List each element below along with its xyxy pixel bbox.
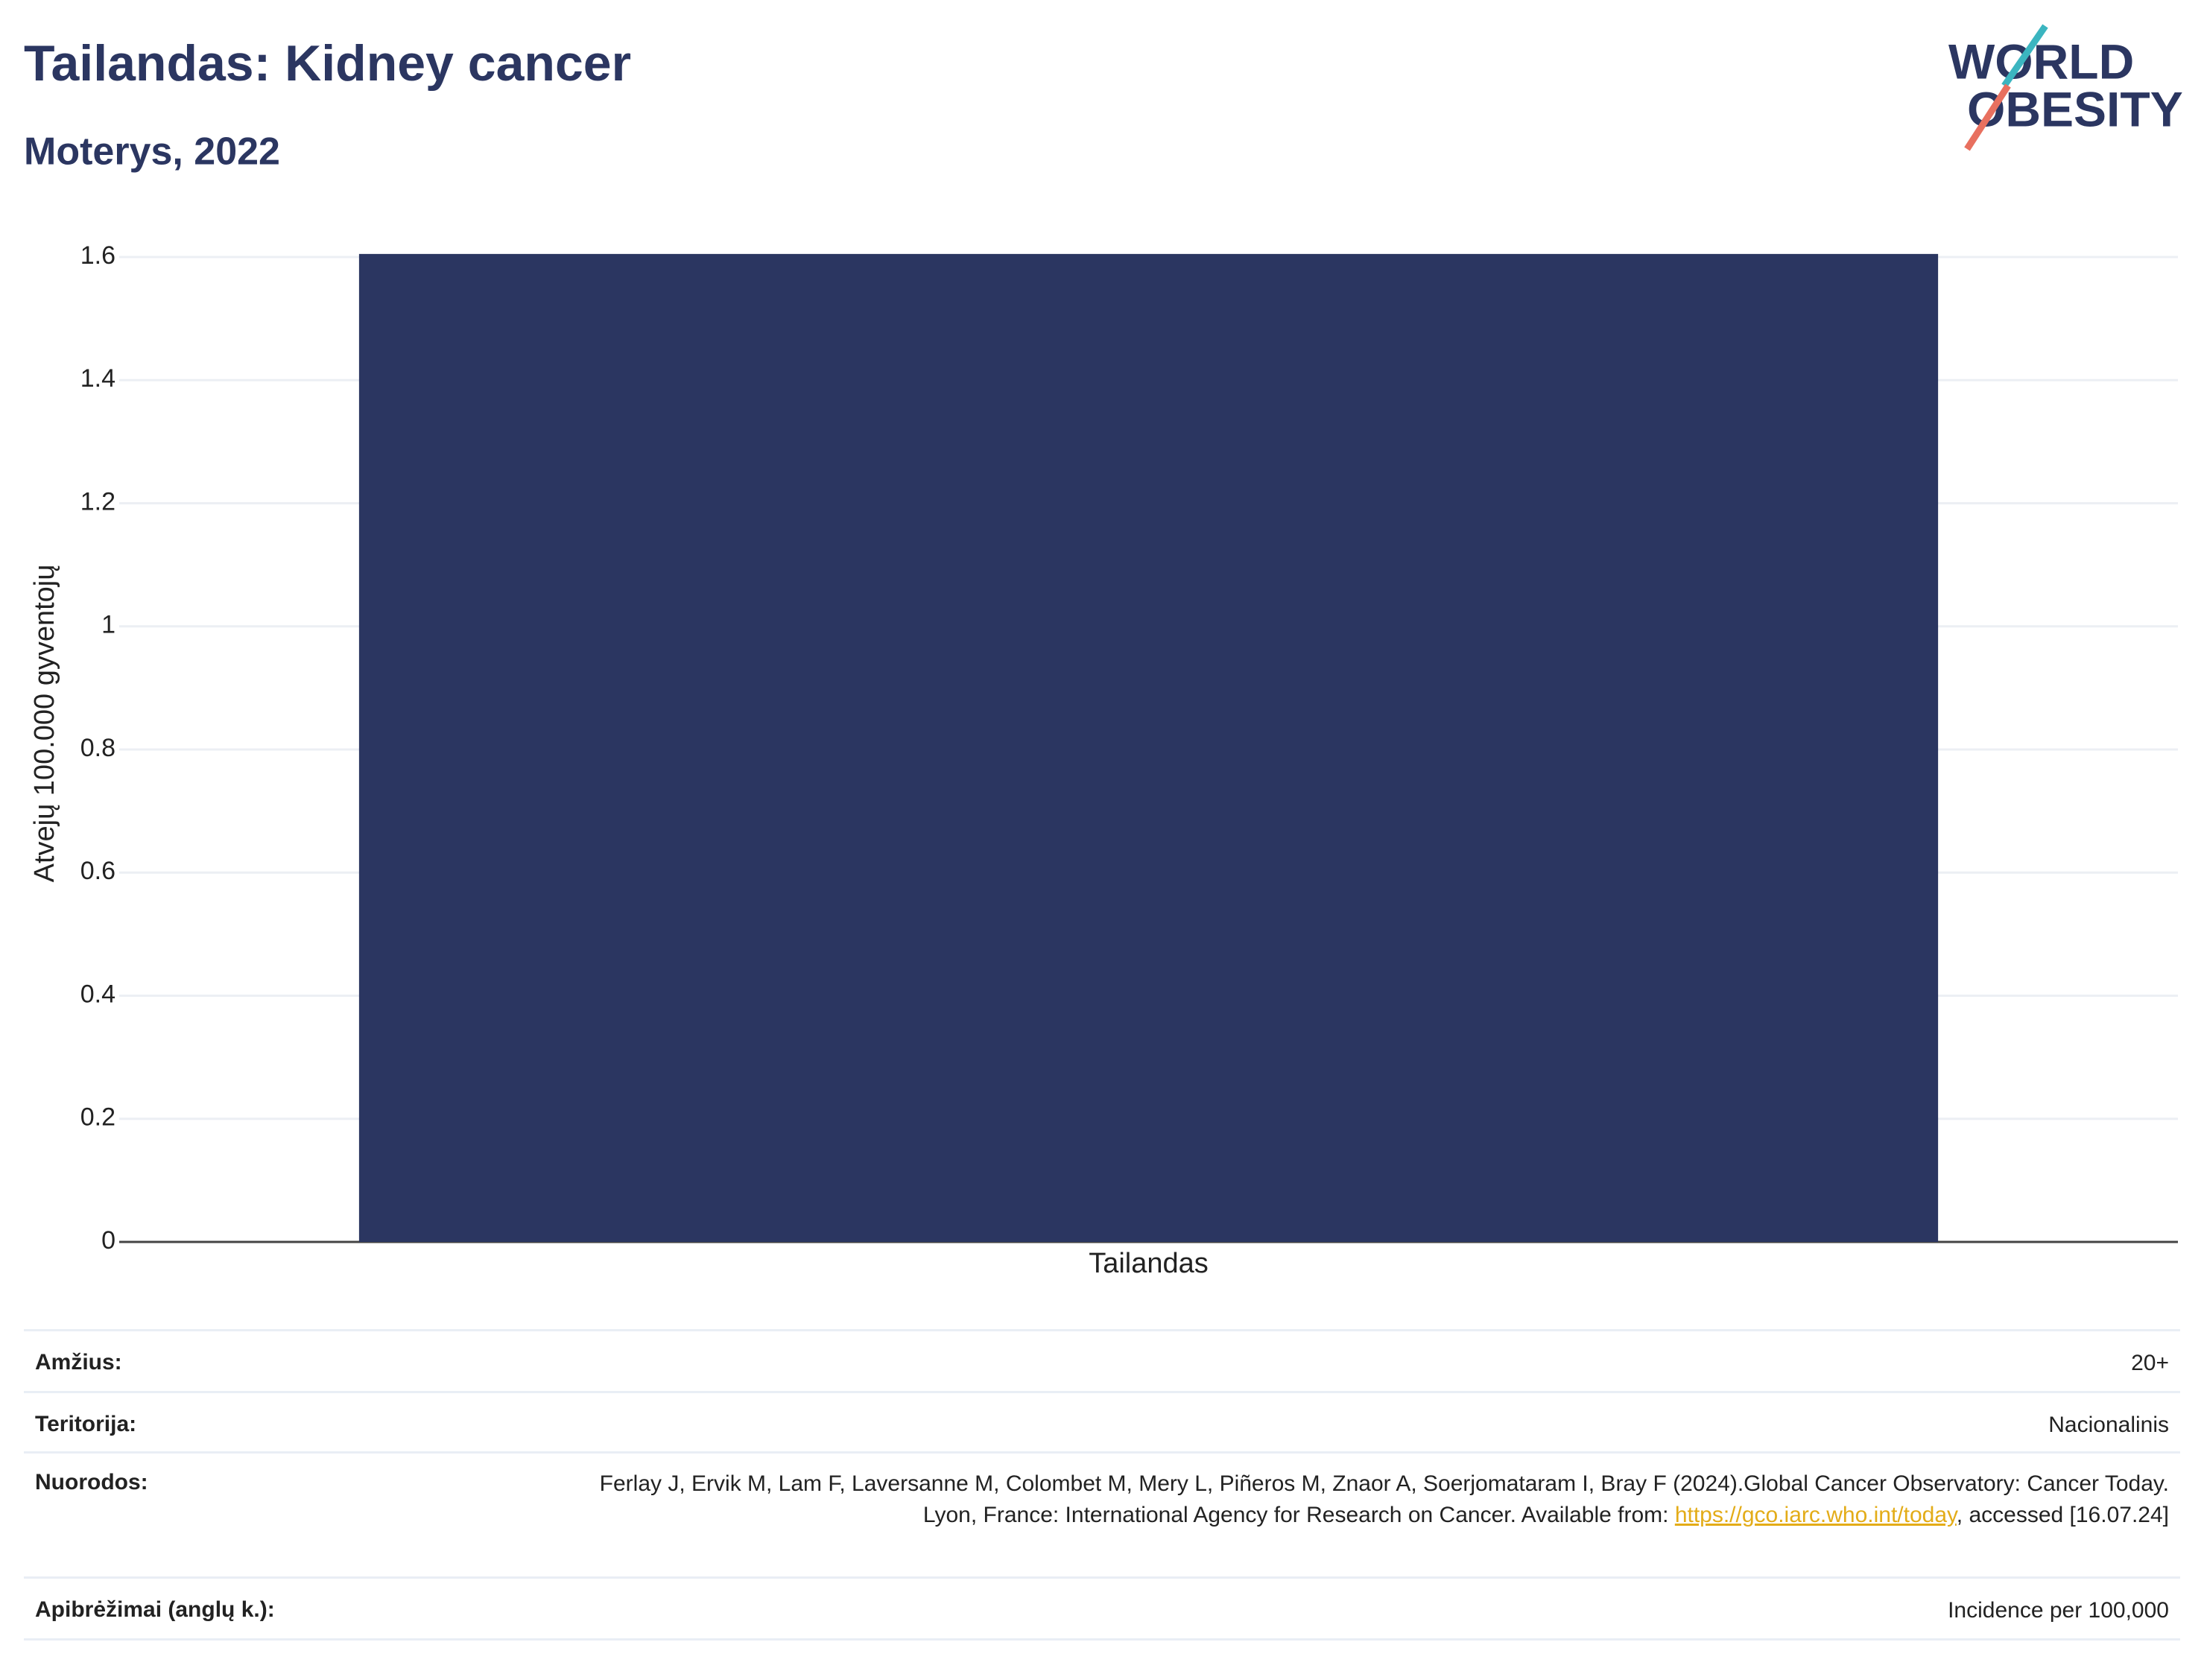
bar: [358, 253, 1939, 1242]
chart-title: Tailandas: Kidney cancer: [24, 35, 631, 92]
y-tick-label: 1.4: [80, 364, 115, 393]
y-tick-label: 0.4: [80, 980, 115, 1008]
row-value: Ferlay J, Ervik M, Lam F, Laversanne M, …: [567, 1468, 2169, 1531]
y-tick-label: 1.6: [80, 241, 115, 270]
value-text: , accessed [16.07.24]: [1956, 1503, 2169, 1527]
chart-subtitle: Moterys, 2022: [24, 130, 280, 174]
row-label: Amžius:: [35, 1350, 122, 1375]
logo: WORLD OBESITY: [1948, 24, 2183, 151]
x-tick-label: Tailandas: [1089, 1248, 1209, 1279]
row-value: Nacionalinis: [567, 1410, 2169, 1441]
table-row: Nuorodos: Ferlay J, Ervik M, Lam F, Laver…: [24, 1451, 2180, 1579]
row-label: Nuorodos:: [35, 1470, 148, 1494]
table-row: Teritorija: Nacionalinis: [24, 1391, 2180, 1454]
logo-text: WORLD: [1948, 34, 2134, 89]
y-tick-label: 0: [101, 1226, 115, 1255]
value-text: 20+: [2131, 1351, 2169, 1375]
table-row: Apibrėžimai (anglų k.): Incidence per 100…: [24, 1576, 2180, 1641]
table-end-line: [24, 1638, 2180, 1641]
row-label: Apibrėžimai (anglų k.):: [35, 1597, 275, 1622]
logo-slash: [2001, 24, 2048, 88]
value-text: Nacionalinis: [2048, 1413, 2169, 1437]
y-tick-label: 0.2: [80, 1103, 115, 1132]
logo-text: OBESITY: [1967, 81, 2183, 136]
y-axis-label: Atvejų 100.000 gyventojų: [29, 565, 60, 883]
source-link[interactable]: https://gco.iarc.who.int/today: [1674, 1503, 1957, 1527]
y-tick-label: 1.2: [80, 487, 115, 516]
row-label: Teritorija:: [35, 1412, 137, 1436]
table-row: Amžius: 20+: [24, 1329, 2180, 1393]
y-tick-label: 1: [101, 611, 115, 639]
chart: Tailandas: Kidney cancer Moterys, 2022 W…: [24, 24, 2183, 1279]
y-tick-label: 0.6: [80, 857, 115, 885]
value-text: Incidence per 100,000: [1948, 1598, 2169, 1623]
row-value: 20+: [567, 1348, 2169, 1379]
y-tick-label: 0.8: [80, 734, 115, 762]
logo-slash: [1964, 83, 2011, 151]
row-value: Incidence per 100,000: [567, 1595, 2169, 1626]
value-text: Ferlay J, Ervik M, Lam F, Laversanne M, …: [599, 1471, 2169, 1527]
